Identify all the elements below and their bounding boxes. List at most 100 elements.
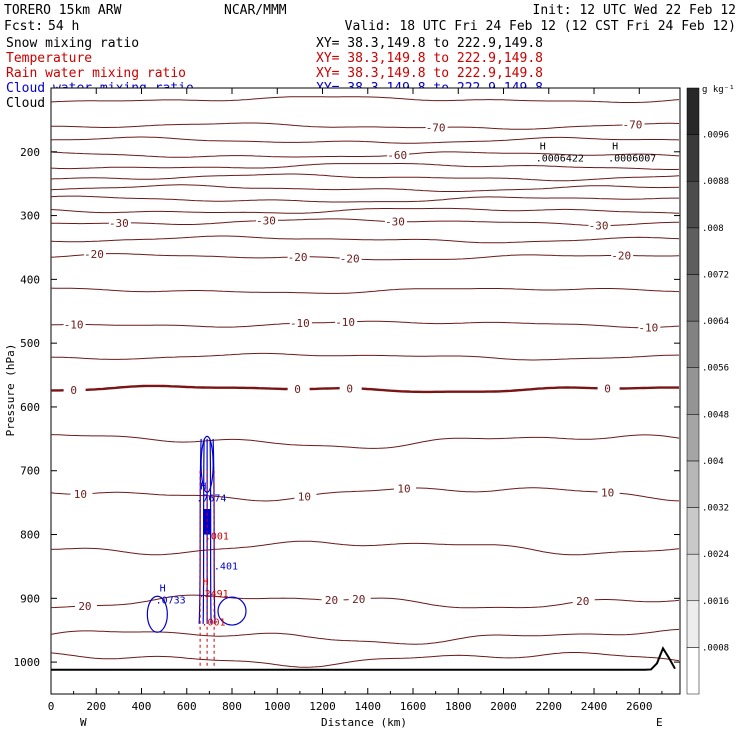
isotherm-line	[50, 540, 680, 556]
isotherm-label: 10	[397, 482, 410, 495]
cloud-water-contour	[200, 435, 214, 493]
isotherm-line	[50, 287, 680, 294]
isotherm-line	[50, 96, 680, 103]
isotherm-label: 20	[576, 595, 589, 608]
isotherm-line	[50, 136, 680, 144]
y-tick-label: 1000	[14, 656, 41, 669]
isotherm-label-bg	[339, 252, 362, 265]
colorbar-tick-label: .0088	[702, 177, 729, 187]
maximum-value: .0006422	[536, 153, 584, 164]
isotherm-line	[50, 122, 680, 130]
colorbar-tick-label: .0056	[702, 364, 729, 374]
isotherm-label-bg	[348, 593, 371, 606]
center-title: NCAR/MMM	[224, 3, 287, 18]
colorbar-tick-label: .0032	[702, 504, 729, 514]
colorbar-swatch	[686, 134, 700, 182]
colorbar-swatch	[686, 87, 700, 135]
forecast-label: Fcst:	[4, 19, 43, 34]
isotherm-line	[50, 235, 680, 244]
colorbar-tick-label: .0024	[702, 550, 729, 560]
y-tick-label: 500	[20, 337, 40, 350]
isotherm-label: -10	[64, 318, 84, 331]
field-xy-range: XY= 38.3,149.8 to 222.9,149.8	[316, 66, 543, 81]
colorbar-tick-label: .0096	[702, 131, 729, 141]
isotherm-label: 20	[78, 600, 91, 613]
x-tick-label: 0	[48, 700, 55, 713]
colorbar-swatch	[686, 600, 700, 648]
colorbar-tick-label: .0048	[702, 410, 729, 420]
isotherm-line	[50, 652, 680, 668]
isotherm-label-bg	[70, 487, 93, 500]
isotherm-label-bg	[108, 216, 131, 229]
isotherm-label-bg	[321, 593, 344, 606]
colorbar-tick-label: .0016	[702, 597, 729, 607]
contour-value-label: .401	[214, 562, 238, 573]
maximum-marker: H	[540, 141, 546, 152]
colorbar-unit: g kg⁻¹	[702, 85, 735, 95]
field-xy-range: XY= 38.3,149.8 to 222.9,149.8	[316, 36, 543, 51]
y-tick-label: 700	[20, 465, 40, 478]
isotherm-label: -30	[109, 217, 129, 230]
isotherm-label-bg	[611, 249, 634, 262]
isotherm-line	[50, 207, 680, 214]
x-tick-label: 1200	[309, 700, 336, 713]
y-tick-label: 600	[20, 401, 40, 414]
isotherm-line	[50, 253, 680, 261]
isotherm-label-bg	[289, 317, 312, 330]
isotherm-line	[50, 151, 680, 158]
isotherm-line	[50, 434, 680, 449]
isotherm-label: -10	[638, 322, 658, 335]
isotherm-label: -30	[589, 220, 609, 233]
x-tick-label: 200	[86, 700, 106, 713]
init-time: Init: 12 UTC Wed 22 Feb 12	[533, 3, 737, 18]
isotherm-label: -20	[288, 251, 308, 264]
isotherm-label: -30	[385, 216, 405, 229]
x-tick-label: 800	[222, 700, 242, 713]
colorbar-swatch	[686, 320, 700, 368]
isotherm-label: 20	[325, 594, 338, 607]
isotherm-label-bg	[287, 383, 310, 396]
isotherm-label-bg	[425, 121, 448, 134]
isotherm-label-bg	[597, 486, 620, 499]
isotherm-label-bg	[74, 599, 97, 612]
cloud-water-contour	[202, 438, 205, 624]
colorbar-tick-label: .004	[702, 457, 724, 467]
colorbar-tick-label: .0072	[702, 270, 729, 280]
isotherm-line	[50, 195, 679, 203]
axes: 0 200 400 600 800 1000 1200 1400 1600 1800 2000 220…	[14, 88, 680, 713]
colorbar-swatch	[686, 414, 700, 462]
y-tick-label: 300	[20, 210, 40, 223]
y-tick-label: 400	[20, 273, 40, 286]
isotherm-label: 0	[294, 383, 301, 396]
y-axis-label: Pressure (hPa)	[4, 344, 17, 437]
maximum-value: .2491	[199, 589, 229, 600]
x-tick-label: 1600	[400, 700, 427, 713]
isotherm-label: -20	[84, 248, 104, 261]
y-tick-label: 800	[20, 529, 40, 542]
east-label: E	[656, 716, 663, 729]
isotherm-label-bg	[63, 384, 86, 397]
isotherm-label-bg	[335, 316, 358, 329]
isotherm-label: 0	[346, 382, 353, 395]
colorbar-swatch	[686, 274, 700, 322]
colorbar-swatch	[686, 553, 700, 602]
field-name: Snow mixing ratio	[6, 36, 139, 51]
field-xy-range: XY= 38.3,149.8 to 222.9,149.8	[316, 51, 543, 66]
x-tick-label: 2200	[536, 700, 563, 713]
isotherm-line	[50, 352, 679, 361]
maximum-value: .0733	[156, 596, 186, 607]
colorbar-swatch	[686, 180, 700, 229]
field-name: Temperature	[6, 51, 92, 66]
isotherm-label-bg	[597, 382, 620, 395]
contour-value-label: .001	[205, 532, 229, 543]
isotherm-label: 0	[70, 384, 77, 397]
isotherm-label-bg	[287, 250, 310, 263]
cloud-water-core	[203, 509, 212, 535]
colorbar-swatch	[686, 460, 700, 508]
isotherm-label-bg	[339, 382, 362, 395]
maximum-marker: H	[612, 141, 618, 152]
x-axis-label: Distance (km)	[321, 716, 407, 729]
field-name: Rain water mixing ratio	[6, 66, 186, 81]
valid-time: Valid: 18 UTC Fri 24 Feb 12 (12 CST Fri …	[345, 19, 736, 34]
